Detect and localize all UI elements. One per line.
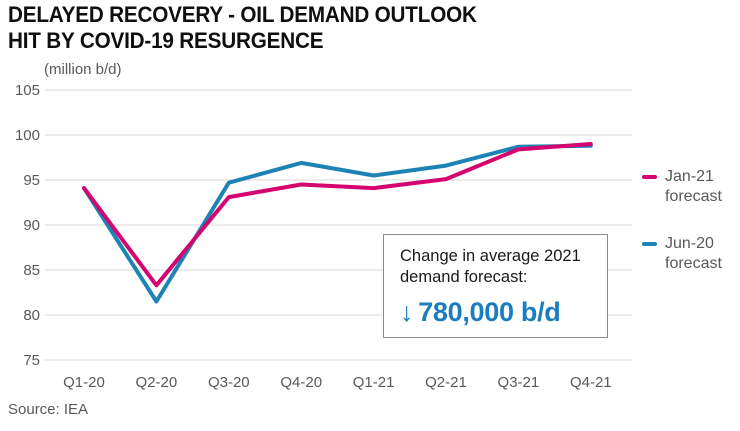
series-line-jun-20-forecast — [82, 143, 593, 304]
series-line-jan-21-forecast — [82, 142, 593, 288]
y-tick-label: 85 — [23, 262, 40, 279]
legend-label: Jun-20 forecast — [665, 234, 722, 273]
chart-title: DELAYED RECOVERY - OIL DEMAND OUTLOOK HI… — [8, 2, 477, 54]
callout-text: Change in average 2021 demand forecast: — [400, 247, 581, 286]
legend: Jan-21 forecast Jun-20 forecast — [642, 167, 735, 301]
callout-box: Change in average 2021 demand forecast: … — [383, 234, 608, 338]
callout-value: ↓ 780,000 b/d — [400, 297, 599, 328]
y-tick-label: 90 — [23, 217, 40, 234]
x-tick-label: Q1-20 — [63, 374, 105, 391]
x-tick-label: Q2-20 — [136, 374, 178, 391]
legend-item: Jan-21 forecast — [642, 167, 735, 208]
x-tick-label: Q2-21 — [425, 374, 467, 391]
legend-dash-icon — [642, 175, 657, 179]
legend-label: Jan-21 forecast — [665, 168, 722, 206]
y-tick-label: 80 — [23, 307, 40, 324]
y-axis-unit-label: (million b/d) — [44, 61, 122, 78]
callout-value-text: 780,000 b/d — [418, 296, 561, 327]
x-tick-label: Q3-20 — [208, 374, 250, 391]
x-tick-label: Q3-21 — [498, 374, 540, 391]
x-tick-label: Q4-21 — [570, 374, 612, 391]
x-tick-label: Q4-20 — [280, 374, 322, 391]
legend-item: Jun-20 forecast — [642, 234, 735, 275]
y-tick-label: 95 — [23, 172, 40, 189]
down-arrow-icon: ↓ — [400, 296, 414, 327]
y-tick-label: 100 — [15, 127, 40, 144]
y-tick-label: 75 — [23, 352, 40, 369]
x-tick-label: Q1-21 — [353, 374, 395, 391]
y-tick-label: 105 — [15, 82, 40, 99]
source-label: Source: IEA — [8, 401, 89, 418]
legend-dash-icon — [642, 241, 657, 246]
